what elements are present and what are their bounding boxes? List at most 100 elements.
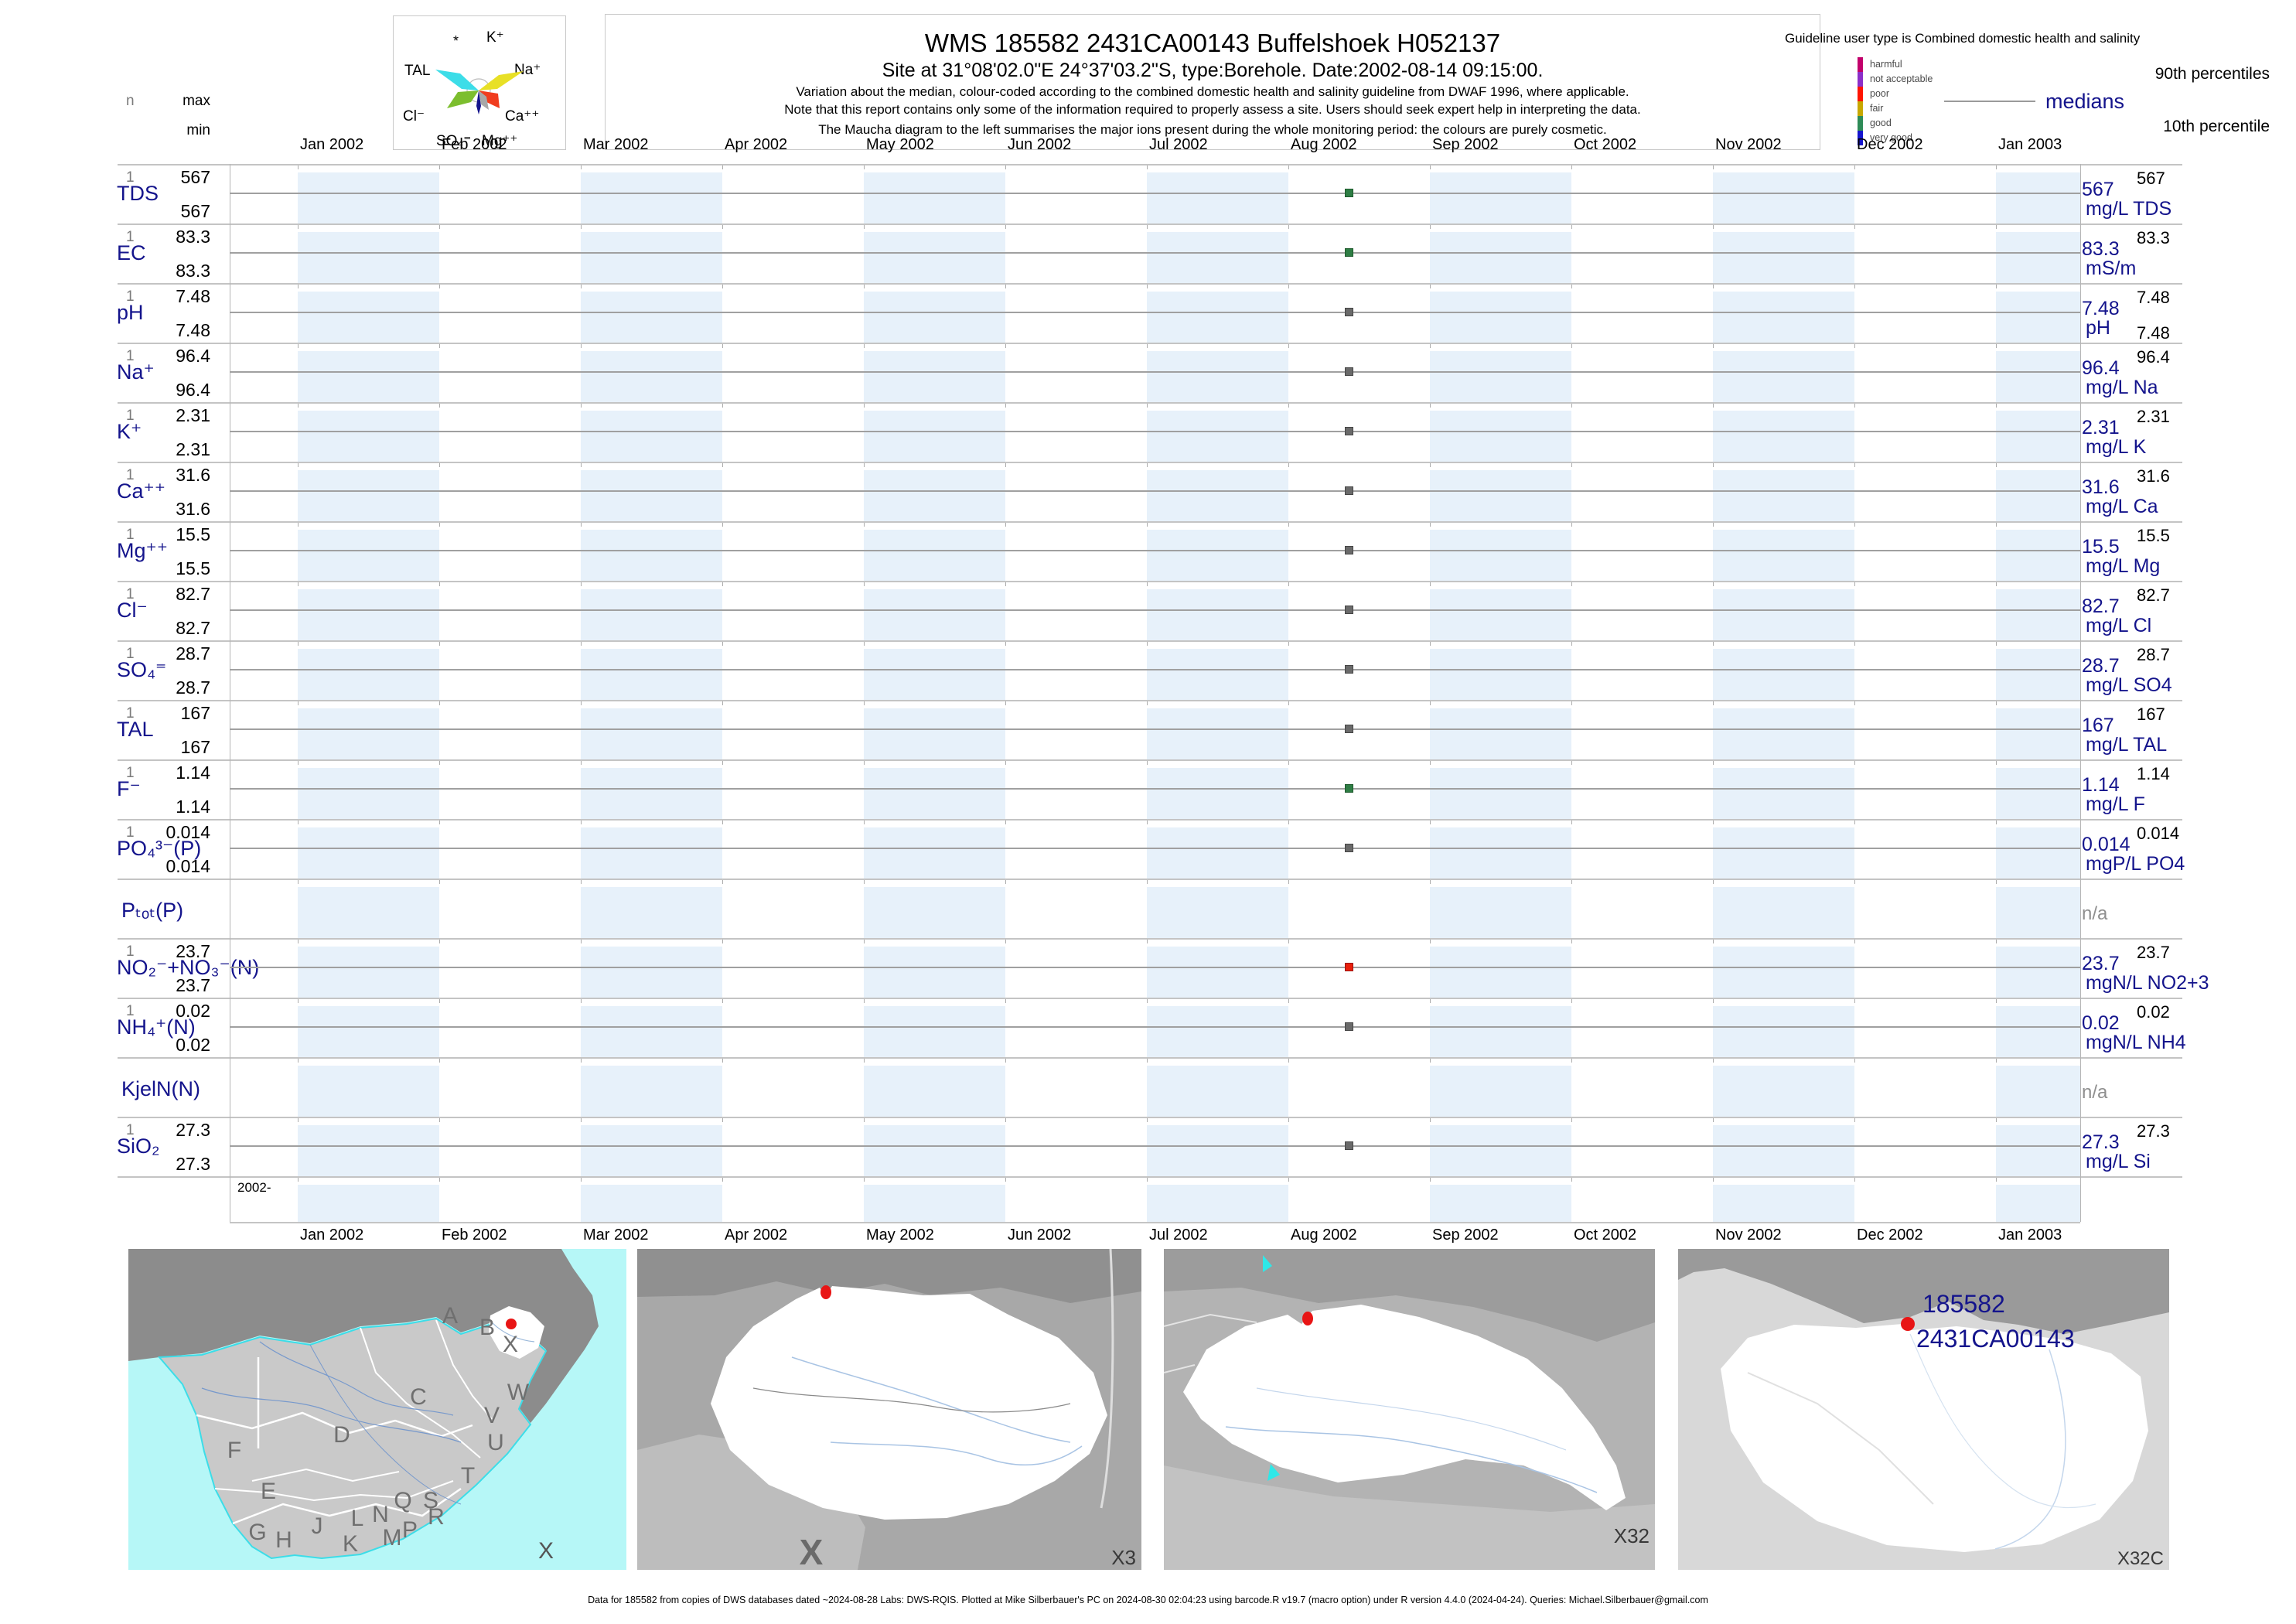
guideline-class-swatch — [1858, 57, 1863, 72]
median-line — [230, 431, 2080, 432]
month-label-bottom: Apr 2002 — [725, 1227, 788, 1244]
month-band — [1147, 1066, 1288, 1117]
month-band — [298, 768, 439, 819]
month-band — [1713, 1006, 1854, 1057]
region-boundary — [435, 1319, 493, 1420]
month-band — [1713, 232, 1854, 283]
column-tick — [1854, 700, 1855, 705]
param-name: SO₄⁼ — [117, 658, 167, 681]
month-band — [298, 1066, 439, 1117]
guideline-class-swatch — [1858, 87, 1863, 101]
param-max-value: 82.7 — [176, 584, 210, 604]
column-tick — [864, 283, 865, 288]
month-label-bottom: Nov 2002 — [1715, 1227, 1782, 1244]
column-tick — [1996, 164, 1997, 169]
maucha-label-so4: SO₄⁼ — [436, 133, 472, 149]
month-band — [298, 1185, 439, 1222]
report-note-2: Note that this report contains only some… — [784, 102, 1641, 117]
column-tick — [439, 819, 440, 824]
drainage-region-letter: K — [343, 1531, 358, 1557]
month-label-bottom: Oct 2002 — [1574, 1227, 1637, 1244]
column-tick — [581, 402, 582, 408]
month-band — [1996, 708, 2080, 759]
column-tick — [439, 343, 440, 348]
month-label-bottom: Mar 2002 — [583, 1227, 649, 1244]
column-tick — [1571, 462, 1572, 467]
column-tick — [1288, 700, 1289, 705]
column-tick — [1430, 700, 1431, 705]
column-tick — [1713, 343, 1714, 348]
median-line — [230, 490, 2080, 492]
column-tick — [1147, 283, 1148, 288]
param-name: K⁺ — [117, 420, 142, 443]
param-name: Mg⁺⁺ — [117, 539, 169, 562]
data-point-marker — [1345, 1141, 1353, 1150]
param-name: KjelN(N) — [121, 1077, 201, 1100]
column-tick — [864, 343, 865, 348]
month-band — [864, 1185, 1005, 1222]
column-tick — [439, 700, 440, 705]
guideline-class-label: harmful — [1870, 59, 1902, 70]
month-band — [1996, 887, 2080, 938]
param-unit-label: mg/L TAL — [2086, 734, 2168, 756]
drainage-region-letter: R — [428, 1504, 445, 1530]
column-tick — [864, 223, 865, 229]
drainage-region-letter: C — [410, 1384, 427, 1410]
month-band — [298, 708, 439, 759]
month-label-top: Apr 2002 — [725, 136, 788, 153]
column-tick — [1005, 343, 1006, 348]
row-divider — [118, 1176, 2182, 1178]
param-n-count: 1 — [126, 1122, 135, 1138]
median-line — [230, 609, 2080, 611]
param-n-count: 1 — [126, 229, 135, 245]
param-median-value: 96.4 — [2082, 357, 2120, 379]
column-tick — [439, 462, 440, 467]
month-band — [1713, 708, 1854, 759]
param-unit-label: mg/L Si — [2086, 1151, 2151, 1172]
column-tick — [439, 402, 440, 408]
month-band — [1713, 530, 1854, 581]
data-point-marker — [1345, 784, 1353, 793]
month-band — [581, 768, 722, 819]
column-tick — [1005, 1117, 1006, 1122]
month-band — [1147, 292, 1288, 343]
maucha-label-asterisk: * — [453, 33, 459, 49]
param-min-value: 1.14 — [176, 797, 210, 817]
month-band — [581, 1006, 722, 1057]
river — [1994, 1349, 2066, 1550]
data-point-marker — [1345, 367, 1353, 376]
median-line — [230, 669, 2080, 670]
month-band — [1713, 649, 1854, 700]
month-band — [581, 947, 722, 998]
column-tick — [722, 581, 723, 586]
n-column-label: n — [126, 93, 135, 109]
month-band — [1147, 1125, 1288, 1176]
maucha-wing-so4 — [479, 90, 489, 110]
param-na-label: n/a — [2082, 1082, 2108, 1103]
guideline-heading: Guideline user type is Combined domestic… — [1785, 31, 2141, 46]
param-p90-value: 1.14 — [2137, 764, 2170, 783]
median-line — [230, 848, 2080, 849]
column-tick — [581, 998, 582, 1003]
column-tick — [1430, 164, 1431, 169]
param-min-value: 27.3 — [176, 1154, 210, 1174]
param-p90-value: 15.5 — [2137, 526, 2170, 545]
column-tick — [722, 1117, 723, 1122]
param-unit-label: pH — [2086, 317, 2110, 339]
month-band — [581, 292, 722, 343]
column-tick — [1996, 819, 1997, 824]
month-label-top: Jan 2003 — [1998, 136, 2062, 153]
param-min-value: 83.3 — [176, 261, 210, 281]
column-tick — [298, 164, 299, 169]
month-band — [1430, 827, 1571, 879]
month-band — [1996, 589, 2080, 640]
p90-legend-label: 90th percentiles — [2154, 65, 2270, 83]
row-divider — [118, 164, 2182, 165]
month-band — [1713, 411, 1854, 462]
month-band — [1430, 887, 1571, 938]
column-tick — [722, 343, 723, 348]
month-band — [581, 589, 722, 640]
column-tick — [1147, 1176, 1148, 1182]
month-band — [1430, 1185, 1571, 1222]
column-tick — [1713, 1117, 1714, 1122]
